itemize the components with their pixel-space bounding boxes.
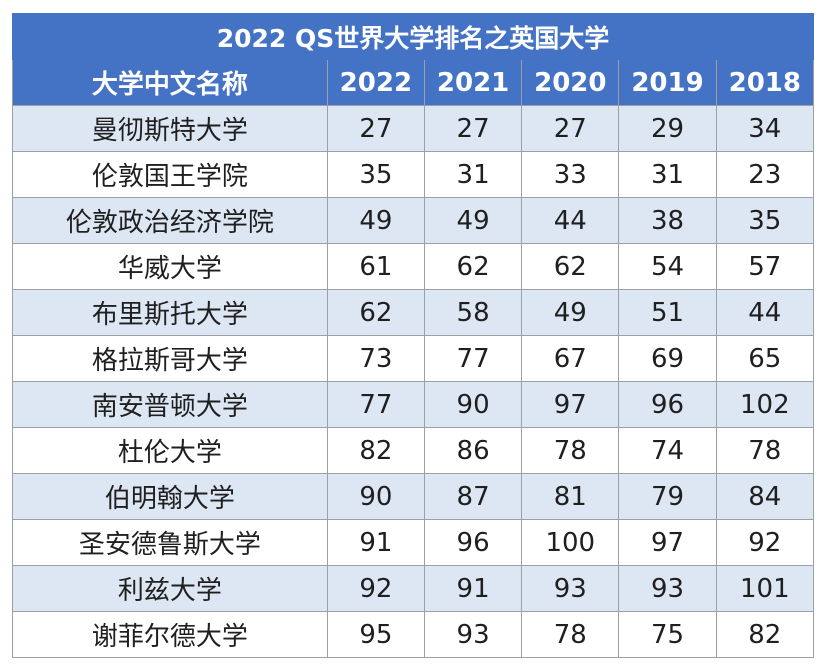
table-row: 伦敦政治经济学院 49 49 44 38 35 (12, 197, 815, 244)
rank-cell: 44 (715, 289, 815, 336)
rank-cell: 100 (521, 519, 620, 566)
rank-cell: 35 (326, 151, 425, 198)
university-name-cell: 格拉斯哥大学 (12, 335, 328, 382)
rank-cell: 34 (715, 105, 815, 152)
table-header-row: 大学中文名称 2022 2021 2020 2019 2018 (12, 59, 815, 106)
university-name-cell: 圣安德鲁斯大学 (12, 519, 328, 566)
table-body: 曼彻斯特大学 27 27 27 29 34 伦敦国王学院 35 31 33 31 23 伦敦政治经济学院… (12, 105, 815, 658)
table-row: 利兹大学 92 91 93 93 101 (12, 565, 815, 612)
rank-cell: 29 (618, 105, 717, 152)
table-row: 伦敦国王学院 35 31 33 31 23 (12, 151, 815, 198)
column-header-year: 2019 (618, 59, 717, 106)
rank-cell: 74 (618, 427, 717, 474)
university-name-cell: 布里斯托大学 (12, 289, 328, 336)
table-row: 南安普顿大学 77 90 97 96 102 (12, 381, 815, 428)
rank-cell: 91 (423, 565, 523, 612)
column-header-year: 2021 (423, 59, 523, 106)
rank-cell: 97 (618, 519, 717, 566)
rank-cell: 95 (326, 611, 425, 658)
rank-cell: 93 (423, 611, 523, 658)
rank-cell: 62 (326, 289, 425, 336)
rank-cell: 75 (618, 611, 717, 658)
rank-cell: 86 (423, 427, 523, 474)
rank-cell: 84 (715, 473, 815, 520)
rank-cell: 90 (326, 473, 425, 520)
rank-cell: 82 (715, 611, 815, 658)
university-name-cell: 伯明翰大学 (12, 473, 328, 520)
table-row: 杜伦大学 82 86 78 74 78 (12, 427, 815, 474)
rank-cell: 92 (326, 565, 425, 612)
ranking-table-container: 2022 QS世界大学排名之英国大学 大学中文名称 2022 2021 2020 201… (12, 13, 815, 659)
rank-cell: 57 (715, 243, 815, 290)
rank-cell: 78 (521, 611, 620, 658)
rank-cell: 27 (521, 105, 620, 152)
rank-cell: 61 (326, 243, 425, 290)
rank-cell: 78 (715, 427, 815, 474)
university-name-cell: 南安普顿大学 (12, 381, 328, 428)
rank-cell: 31 (423, 151, 523, 198)
rank-cell: 62 (521, 243, 620, 290)
rank-cell: 77 (423, 335, 523, 382)
column-header-year: 2022 (326, 59, 425, 106)
table-row: 格拉斯哥大学 73 77 67 69 65 (12, 335, 815, 382)
rank-cell: 96 (618, 381, 717, 428)
university-name-cell: 谢菲尔德大学 (12, 611, 328, 658)
rank-cell: 54 (618, 243, 717, 290)
university-name-cell: 杜伦大学 (12, 427, 328, 474)
university-name-cell: 利兹大学 (12, 565, 328, 612)
table-title-row: 2022 QS世界大学排名之英国大学 (12, 13, 814, 60)
rank-cell: 49 (423, 197, 523, 244)
rank-cell: 27 (423, 105, 523, 152)
rank-cell: 67 (521, 335, 620, 382)
rank-cell: 79 (618, 473, 717, 520)
table-row: 华威大学 61 62 62 54 57 (12, 243, 815, 290)
rank-cell: 49 (521, 289, 620, 336)
rank-cell: 101 (715, 565, 815, 612)
university-name-cell: 伦敦政治经济学院 (12, 197, 328, 244)
university-name-cell: 华威大学 (12, 243, 328, 290)
university-name-cell: 曼彻斯特大学 (12, 105, 328, 152)
rank-cell: 44 (521, 197, 620, 244)
rank-cell: 102 (715, 381, 815, 428)
rank-cell: 91 (326, 519, 425, 566)
rank-cell: 78 (521, 427, 620, 474)
rank-cell: 49 (326, 197, 425, 244)
rank-cell: 58 (423, 289, 523, 336)
rank-cell: 81 (521, 473, 620, 520)
rank-cell: 96 (423, 519, 523, 566)
rank-cell: 87 (423, 473, 523, 520)
rank-cell: 97 (521, 381, 620, 428)
rank-cell: 62 (423, 243, 523, 290)
table-title: 2022 QS世界大学排名之英国大学 (12, 13, 814, 60)
table-row: 布里斯托大学 62 58 49 51 44 (12, 289, 815, 336)
rank-cell: 77 (326, 381, 425, 428)
column-header-year: 2020 (521, 59, 620, 106)
rank-cell: 35 (715, 197, 815, 244)
rank-cell: 93 (521, 565, 620, 612)
rank-cell: 27 (326, 105, 425, 152)
table-row: 伯明翰大学 90 87 81 79 84 (12, 473, 815, 520)
rank-cell: 82 (326, 427, 425, 474)
rank-cell: 69 (618, 335, 717, 382)
rank-cell: 65 (715, 335, 815, 382)
rank-cell: 73 (326, 335, 425, 382)
column-header-name: 大学中文名称 (12, 59, 328, 106)
ranking-table: 2022 QS世界大学排名之英国大学 大学中文名称 2022 2021 2020 201… (12, 13, 815, 658)
rank-cell: 38 (618, 197, 717, 244)
rank-cell: 33 (521, 151, 620, 198)
university-name-cell: 伦敦国王学院 (12, 151, 328, 198)
column-header-year: 2018 (715, 59, 815, 106)
table-row: 圣安德鲁斯大学 91 96 100 97 92 (12, 519, 815, 566)
table-row: 曼彻斯特大学 27 27 27 29 34 (12, 105, 815, 152)
rank-cell: 23 (715, 151, 815, 198)
rank-cell: 31 (618, 151, 717, 198)
rank-cell: 93 (618, 565, 717, 612)
table-row: 谢菲尔德大学 95 93 78 75 82 (12, 611, 815, 658)
rank-cell: 92 (715, 519, 815, 566)
rank-cell: 51 (618, 289, 717, 336)
rank-cell: 90 (423, 381, 523, 428)
